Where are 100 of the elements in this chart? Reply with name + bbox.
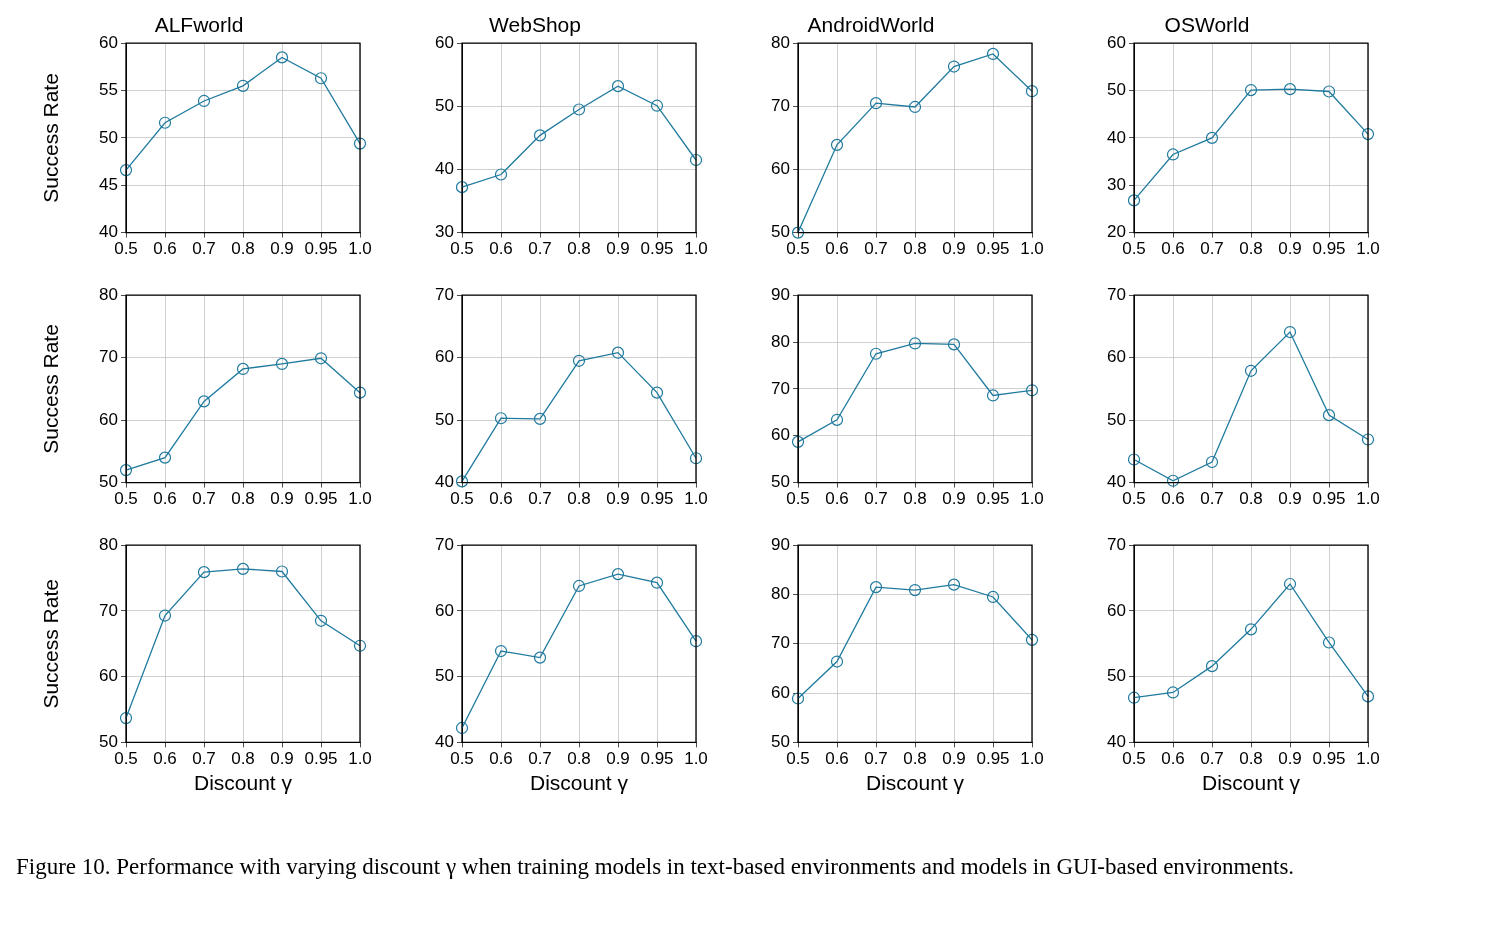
y-tick-label: 70 — [435, 284, 454, 304]
x-tick-label: 0.5 — [1122, 749, 1146, 769]
point — [611, 80, 625, 93]
point — [158, 116, 172, 129]
point — [986, 47, 1000, 61]
point — [1127, 691, 1141, 704]
x-tick-label: 0.9 — [942, 489, 966, 509]
point — [197, 395, 211, 408]
x-tick-label: 0.5 — [786, 749, 810, 769]
point — [533, 651, 547, 664]
point — [611, 346, 625, 359]
x-tick-label: 0.7 — [1200, 749, 1224, 769]
point — [494, 168, 508, 181]
y-tick-label: 70 — [771, 96, 790, 116]
y-tick-label: 55 — [99, 80, 118, 100]
y-tick-label: 50 — [435, 666, 454, 686]
x-tick-label: 1.0 — [1020, 239, 1044, 259]
point — [533, 412, 547, 425]
point — [1166, 148, 1180, 161]
point — [275, 565, 289, 578]
y-tick-label: 70 — [1107, 284, 1126, 304]
point — [1025, 384, 1039, 397]
chart-title: AndroidWorld — [807, 13, 935, 37]
y-tick-label: 50 — [1107, 80, 1126, 100]
y-tick-label: 90 — [771, 284, 790, 304]
y-tick-label: 70 — [99, 347, 118, 367]
point — [275, 357, 289, 371]
point — [1361, 433, 1375, 446]
x-tick-label: 0.9 — [1278, 239, 1302, 259]
x-tick-label: 0.9 — [270, 239, 294, 259]
x-axis-title: Discount γ — [193, 771, 293, 795]
x-tick-label: 1.0 — [1356, 489, 1380, 509]
point — [611, 568, 625, 581]
chart-title: OSWorld — [1164, 13, 1250, 37]
x-tick-label: 0.8 — [903, 239, 927, 259]
x-tick-label: 0.9 — [606, 489, 630, 509]
y-axis-title: Success Rate — [39, 324, 63, 454]
point — [572, 103, 586, 116]
point — [947, 578, 961, 591]
x-tick-label: 1.0 — [684, 489, 708, 509]
y-tick-label: 40 — [99, 222, 118, 242]
point — [1127, 453, 1141, 466]
y-tick-label: 50 — [99, 472, 118, 492]
point — [455, 721, 469, 735]
x-tick-label: 1.0 — [348, 489, 372, 509]
x-tick-label: 0.9 — [270, 749, 294, 769]
x-tick-label: 0.5 — [1122, 489, 1146, 509]
point — [1244, 623, 1258, 636]
point — [791, 692, 805, 705]
y-tick-label: 70 — [771, 378, 790, 398]
x-tick-label: 0.8 — [1239, 749, 1263, 769]
x-tick-label: 0.8 — [903, 489, 927, 509]
y-tick-label: 50 — [771, 222, 790, 242]
y-tick-label: 40 — [435, 159, 454, 179]
point — [353, 639, 367, 652]
x-tick-label: 1.0 — [1020, 489, 1044, 509]
point — [1166, 686, 1180, 699]
x-tick-label: 1.0 — [1356, 239, 1380, 259]
x-tick-label: 0.8 — [231, 749, 255, 769]
point — [1205, 455, 1219, 469]
x-tick-label: 0.8 — [231, 489, 255, 509]
point — [1025, 633, 1039, 646]
point — [314, 614, 328, 627]
x-tick-label: 0.95 — [640, 489, 674, 509]
x-tick-label: 0.9 — [606, 239, 630, 259]
point — [1244, 83, 1258, 97]
y-tick-label: 80 — [771, 32, 790, 52]
y-axis-title: Success Rate — [39, 579, 63, 709]
x-tick-label: 0.7 — [864, 749, 888, 769]
point — [455, 181, 469, 194]
point — [1127, 194, 1141, 207]
y-tick-label: 50 — [771, 732, 790, 752]
x-tick-label: 0.8 — [567, 749, 591, 769]
point — [908, 583, 922, 597]
y-tick-label: 70 — [771, 633, 790, 653]
x-tick-label: 0.95 — [304, 489, 338, 509]
point — [689, 153, 703, 167]
point — [947, 338, 961, 351]
point — [908, 337, 922, 350]
x-axis-title: Discount γ — [1201, 771, 1301, 795]
y-tick-label: 60 — [1107, 347, 1126, 367]
x-tick-label: 0.7 — [192, 749, 216, 769]
point — [1283, 83, 1297, 96]
y-tick-label: 30 — [1107, 174, 1126, 194]
x-tick-label: 0.7 — [192, 239, 216, 259]
x-tick-label: 1.0 — [348, 239, 372, 259]
point — [119, 711, 133, 725]
point — [353, 386, 367, 399]
x-tick-label: 0.7 — [864, 239, 888, 259]
x-tick-label: 0.5 — [786, 489, 810, 509]
point — [572, 579, 586, 593]
x-tick-label: 0.7 — [528, 239, 552, 259]
y-tick-label: 60 — [1107, 600, 1126, 620]
x-tick-label: 0.6 — [1161, 489, 1185, 509]
y-tick-label: 20 — [1107, 222, 1126, 242]
x-tick-label: 0.9 — [606, 749, 630, 769]
point — [197, 94, 211, 108]
x-tick-label: 0.7 — [528, 749, 552, 769]
x-tick-label: 0.95 — [976, 489, 1010, 509]
x-tick-label: 0.5 — [450, 489, 474, 509]
